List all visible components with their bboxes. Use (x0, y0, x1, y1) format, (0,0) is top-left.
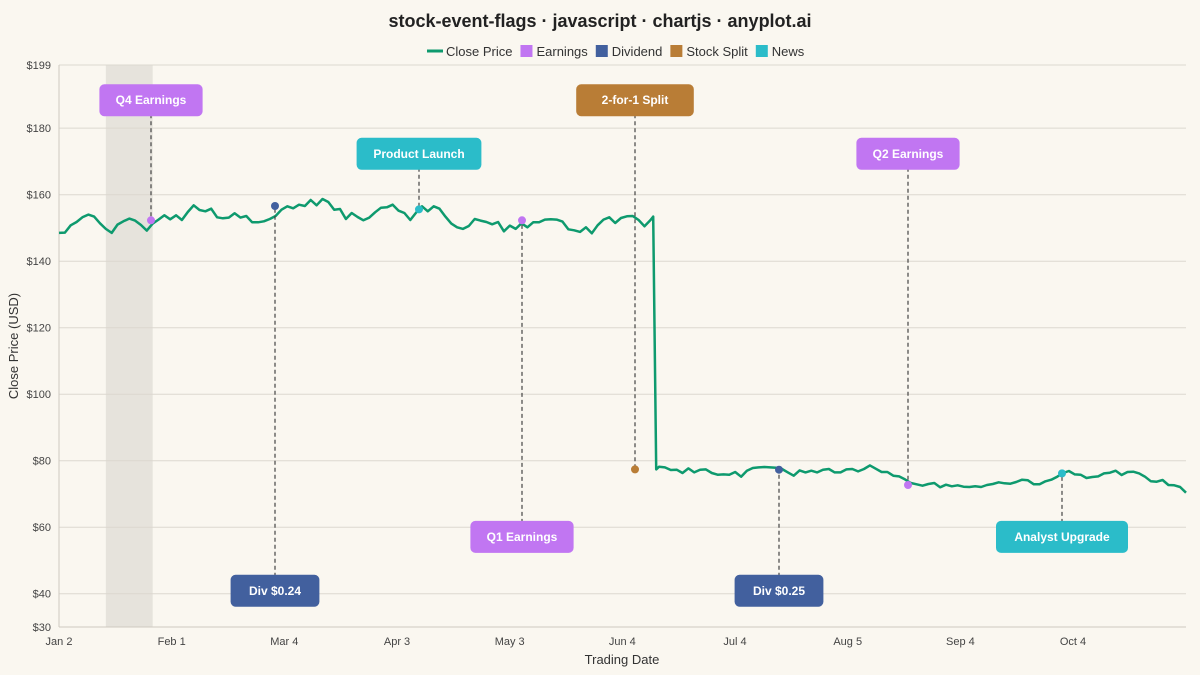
x-tick-label: May 3 (495, 636, 525, 648)
event-flag-box[interactable] (470, 520, 574, 553)
legend-item-close-price[interactable]: Close Price (427, 44, 512, 59)
series-line-close-price (58, 197, 1187, 494)
event-marker (271, 201, 279, 210)
x-tick-label: Aug 5 (833, 636, 862, 648)
event-flag-box[interactable] (99, 84, 203, 117)
legend-item-dividend[interactable]: Dividend (595, 44, 663, 59)
legend-swatch (670, 45, 683, 57)
x-tick-label: Feb 1 (158, 636, 186, 648)
legend-item-news[interactable]: News (755, 44, 805, 59)
event-flag-label: Analyst Upgrade (1014, 530, 1110, 544)
legend-item-stock-split[interactable]: Stock Split (670, 44, 748, 59)
y-tick-label: $60 (33, 522, 51, 534)
event-flag-div-0-24[interactable]: Div $0.24 (230, 201, 320, 607)
event-flags-layer: Q4 Earnings Div $0.24 Product Launch Q1 Ear… (99, 84, 1128, 607)
y-tick-label: $199 (27, 60, 51, 72)
event-flag-product-launch[interactable]: Product Launch (356, 137, 482, 214)
y-tick-label: $80 (33, 456, 51, 468)
x-axis-title: Trading Date (585, 652, 660, 667)
event-flag-analyst-upgrade[interactable]: Analyst Upgrade (996, 469, 1128, 553)
legend-swatch (520, 45, 533, 57)
event-marker (1058, 469, 1066, 478)
x-tick-label: Jan 2 (46, 636, 73, 648)
event-flag-q1-earnings[interactable]: Q1 Earnings (470, 216, 574, 553)
event-flag-q4-earnings[interactable]: Q4 Earnings (99, 84, 203, 225)
y-tick-label: $40 (33, 589, 51, 601)
legend-label: Dividend (612, 44, 663, 59)
event-flag-box[interactable] (230, 574, 320, 607)
legend-swatch (595, 45, 608, 57)
event-flag-2-for-1-split[interactable]: 2-for-1 Split (576, 84, 694, 474)
shaded-region-0 (105, 65, 153, 627)
event-flag-div-0-25[interactable]: Div $0.25 (734, 465, 824, 607)
event-flag-box[interactable] (856, 137, 960, 170)
event-flag-box[interactable] (576, 84, 694, 117)
legend[interactable]: Close Price Earnings Dividend Stock Split Ne… (427, 44, 805, 59)
event-flag-box[interactable] (734, 574, 824, 607)
event-flag-box[interactable] (356, 137, 482, 170)
event-flag-box[interactable] (996, 520, 1128, 553)
x-tick-label: Sep 4 (946, 636, 975, 648)
event-marker (415, 205, 423, 214)
y-tick-label: $120 (27, 323, 51, 335)
legend-label: News (772, 44, 805, 59)
x-tick-label: Oct 4 (1060, 636, 1086, 648)
legend-item-earnings[interactable]: Earnings (520, 44, 588, 59)
event-flag-q2-earnings[interactable]: Q2 Earnings (856, 137, 960, 490)
event-flag-label: 2-for-1 Split (602, 93, 669, 107)
event-marker (775, 465, 783, 474)
event-flag-label: Product Launch (373, 147, 464, 161)
y-tick-label: $100 (27, 389, 51, 401)
price-line-layer (58, 197, 1187, 494)
legend-label: Close Price (446, 44, 512, 59)
event-marker (147, 216, 155, 225)
chart-title: stock-event-flags · javascript · chartjs… (388, 11, 811, 31)
y-tick-label: $180 (27, 123, 51, 135)
event-flag-label: Q2 Earnings (873, 147, 944, 161)
event-marker (904, 481, 912, 490)
x-tick-label: Jul 4 (723, 636, 746, 648)
legend-swatch (755, 45, 768, 57)
event-marker (631, 465, 639, 474)
shaded-region-layer (105, 65, 153, 627)
x-tick-label: Mar 4 (270, 636, 298, 648)
x-tick-label: Apr 3 (384, 636, 410, 648)
x-tick-label: Jun 4 (609, 636, 636, 648)
y-tick-label: $160 (27, 190, 51, 202)
gridlines (58, 64, 1186, 628)
event-flag-label: Div $0.25 (753, 584, 805, 598)
y-tick-label: $30 (33, 622, 51, 634)
event-flag-label: Div $0.24 (249, 584, 301, 598)
legend-label: Earnings (536, 44, 588, 59)
event-flag-label: Q4 Earnings (116, 93, 187, 107)
legend-label: Stock Split (686, 44, 748, 59)
event-flag-label: Q1 Earnings (487, 530, 558, 544)
event-marker (518, 216, 526, 225)
y-tick-label: $140 (27, 256, 51, 268)
x-axis-ticks: Jan 2 Feb 1 Mar 4 Apr 3 May 3 Jun 4 Jul 4 Aug 5… (46, 636, 1087, 648)
y-axis-title: Close Price (USD) (6, 293, 21, 399)
y-axis-ticks: $199 $180 $160 $140 $120 $100 $80 $60 $40 $30 (27, 60, 51, 634)
